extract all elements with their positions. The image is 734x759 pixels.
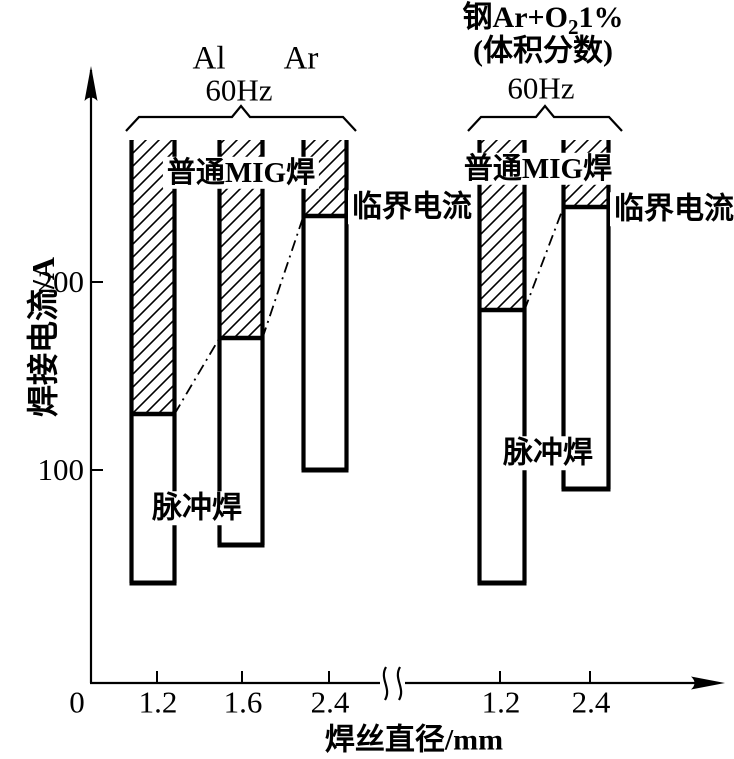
header-volume-fraction: (体积分数) [473, 34, 613, 68]
header-freq-right: 60Hz [507, 70, 575, 106]
critical-current-dashdot-line [173, 337, 221, 415]
x-axis-arrow-icon [691, 676, 725, 690]
x-axis-title: 焊丝直径/mm [324, 723, 504, 757]
region-label-pulse-right: 脉冲焊 [499, 436, 597, 470]
x-tick-label-al-1.6: 1.6 [223, 684, 263, 720]
header-steel-gas: 钢Ar+O21% [463, 2, 624, 38]
x-tick-label-steel-1.2: 1.2 [481, 684, 521, 720]
y-axis-arrow-icon [84, 66, 98, 101]
axis-break-icon [382, 666, 389, 701]
x-tick-label-steel-2.4: 2.4 [571, 684, 611, 720]
x-tick-label-al-2.4: 2.4 [310, 684, 350, 720]
header-steel-gas-pre: 钢Ar+O [462, 0, 568, 34]
region-label-pulse-left: 脉冲焊 [148, 491, 246, 525]
header-freq-left: 60Hz [205, 72, 273, 108]
critical-current-dashdot-line [523, 206, 565, 311]
region-label-ordinary-mig-right: 普通MIG焊 [459, 152, 617, 186]
critical-current-label-left: 临界电流 [348, 190, 476, 224]
bar-0-d1.6 [217, 140, 265, 548]
region-label-ordinary-mig-left: 普通MIG焊 [162, 156, 320, 190]
group-brace [467, 104, 623, 132]
header-steel-gas-sub: 2 [567, 14, 579, 39]
x-tick-label-al-1.2: 1.2 [138, 684, 178, 720]
y-tick-label-100: 100 [37, 452, 85, 487]
header-steel-gas-post: 1% [578, 0, 624, 34]
axis-break-icon [396, 666, 403, 701]
header-gas-ar: Ar [283, 40, 319, 77]
critical-current-label-right: 临界电流 [610, 192, 734, 226]
group-brace [125, 104, 357, 132]
y-tick-label-200: 200 [37, 264, 85, 299]
header-material-al: Al [192, 40, 226, 77]
origin-label: 0 [69, 684, 85, 720]
